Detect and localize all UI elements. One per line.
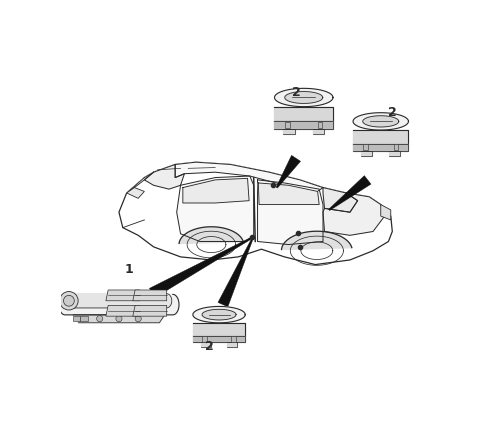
Polygon shape	[281, 231, 352, 250]
Polygon shape	[201, 342, 211, 347]
Polygon shape	[275, 88, 333, 107]
Polygon shape	[363, 116, 399, 127]
Polygon shape	[218, 239, 253, 307]
Polygon shape	[381, 205, 391, 220]
Polygon shape	[323, 193, 384, 235]
Polygon shape	[202, 309, 236, 320]
Polygon shape	[285, 122, 290, 128]
Polygon shape	[231, 336, 236, 341]
Polygon shape	[59, 294, 179, 315]
Text: 2: 2	[388, 106, 396, 119]
Polygon shape	[329, 176, 371, 210]
Circle shape	[135, 316, 141, 322]
Polygon shape	[389, 151, 400, 156]
Polygon shape	[363, 144, 368, 150]
Circle shape	[116, 316, 122, 322]
Polygon shape	[276, 155, 300, 188]
Circle shape	[60, 291, 78, 310]
Polygon shape	[73, 315, 165, 323]
Polygon shape	[258, 183, 319, 205]
Polygon shape	[66, 293, 172, 308]
Polygon shape	[394, 144, 398, 150]
Polygon shape	[144, 165, 184, 189]
Polygon shape	[106, 290, 140, 301]
Polygon shape	[258, 180, 323, 245]
Circle shape	[96, 316, 103, 322]
Polygon shape	[177, 176, 254, 242]
Circle shape	[63, 296, 74, 306]
Polygon shape	[175, 162, 323, 193]
Text: 2: 2	[292, 86, 300, 99]
Polygon shape	[361, 151, 372, 156]
Polygon shape	[133, 305, 167, 316]
Polygon shape	[275, 107, 333, 121]
Polygon shape	[353, 144, 408, 151]
Polygon shape	[119, 162, 392, 264]
Polygon shape	[318, 122, 322, 128]
Polygon shape	[203, 336, 207, 341]
Polygon shape	[323, 188, 358, 212]
Polygon shape	[149, 237, 252, 298]
Polygon shape	[183, 179, 249, 203]
Polygon shape	[312, 128, 324, 134]
Polygon shape	[179, 227, 243, 243]
Polygon shape	[353, 113, 408, 130]
Polygon shape	[81, 316, 88, 321]
Text: 1: 1	[125, 264, 133, 277]
Polygon shape	[106, 305, 140, 316]
Polygon shape	[133, 290, 167, 301]
Polygon shape	[227, 342, 238, 347]
Polygon shape	[353, 130, 408, 144]
Polygon shape	[127, 188, 144, 198]
Polygon shape	[285, 91, 323, 104]
Polygon shape	[193, 306, 245, 323]
Polygon shape	[193, 323, 245, 336]
Polygon shape	[193, 336, 245, 342]
Polygon shape	[73, 316, 81, 321]
Polygon shape	[283, 128, 295, 134]
Polygon shape	[127, 172, 154, 193]
Text: 2: 2	[204, 341, 214, 354]
Polygon shape	[275, 121, 333, 128]
